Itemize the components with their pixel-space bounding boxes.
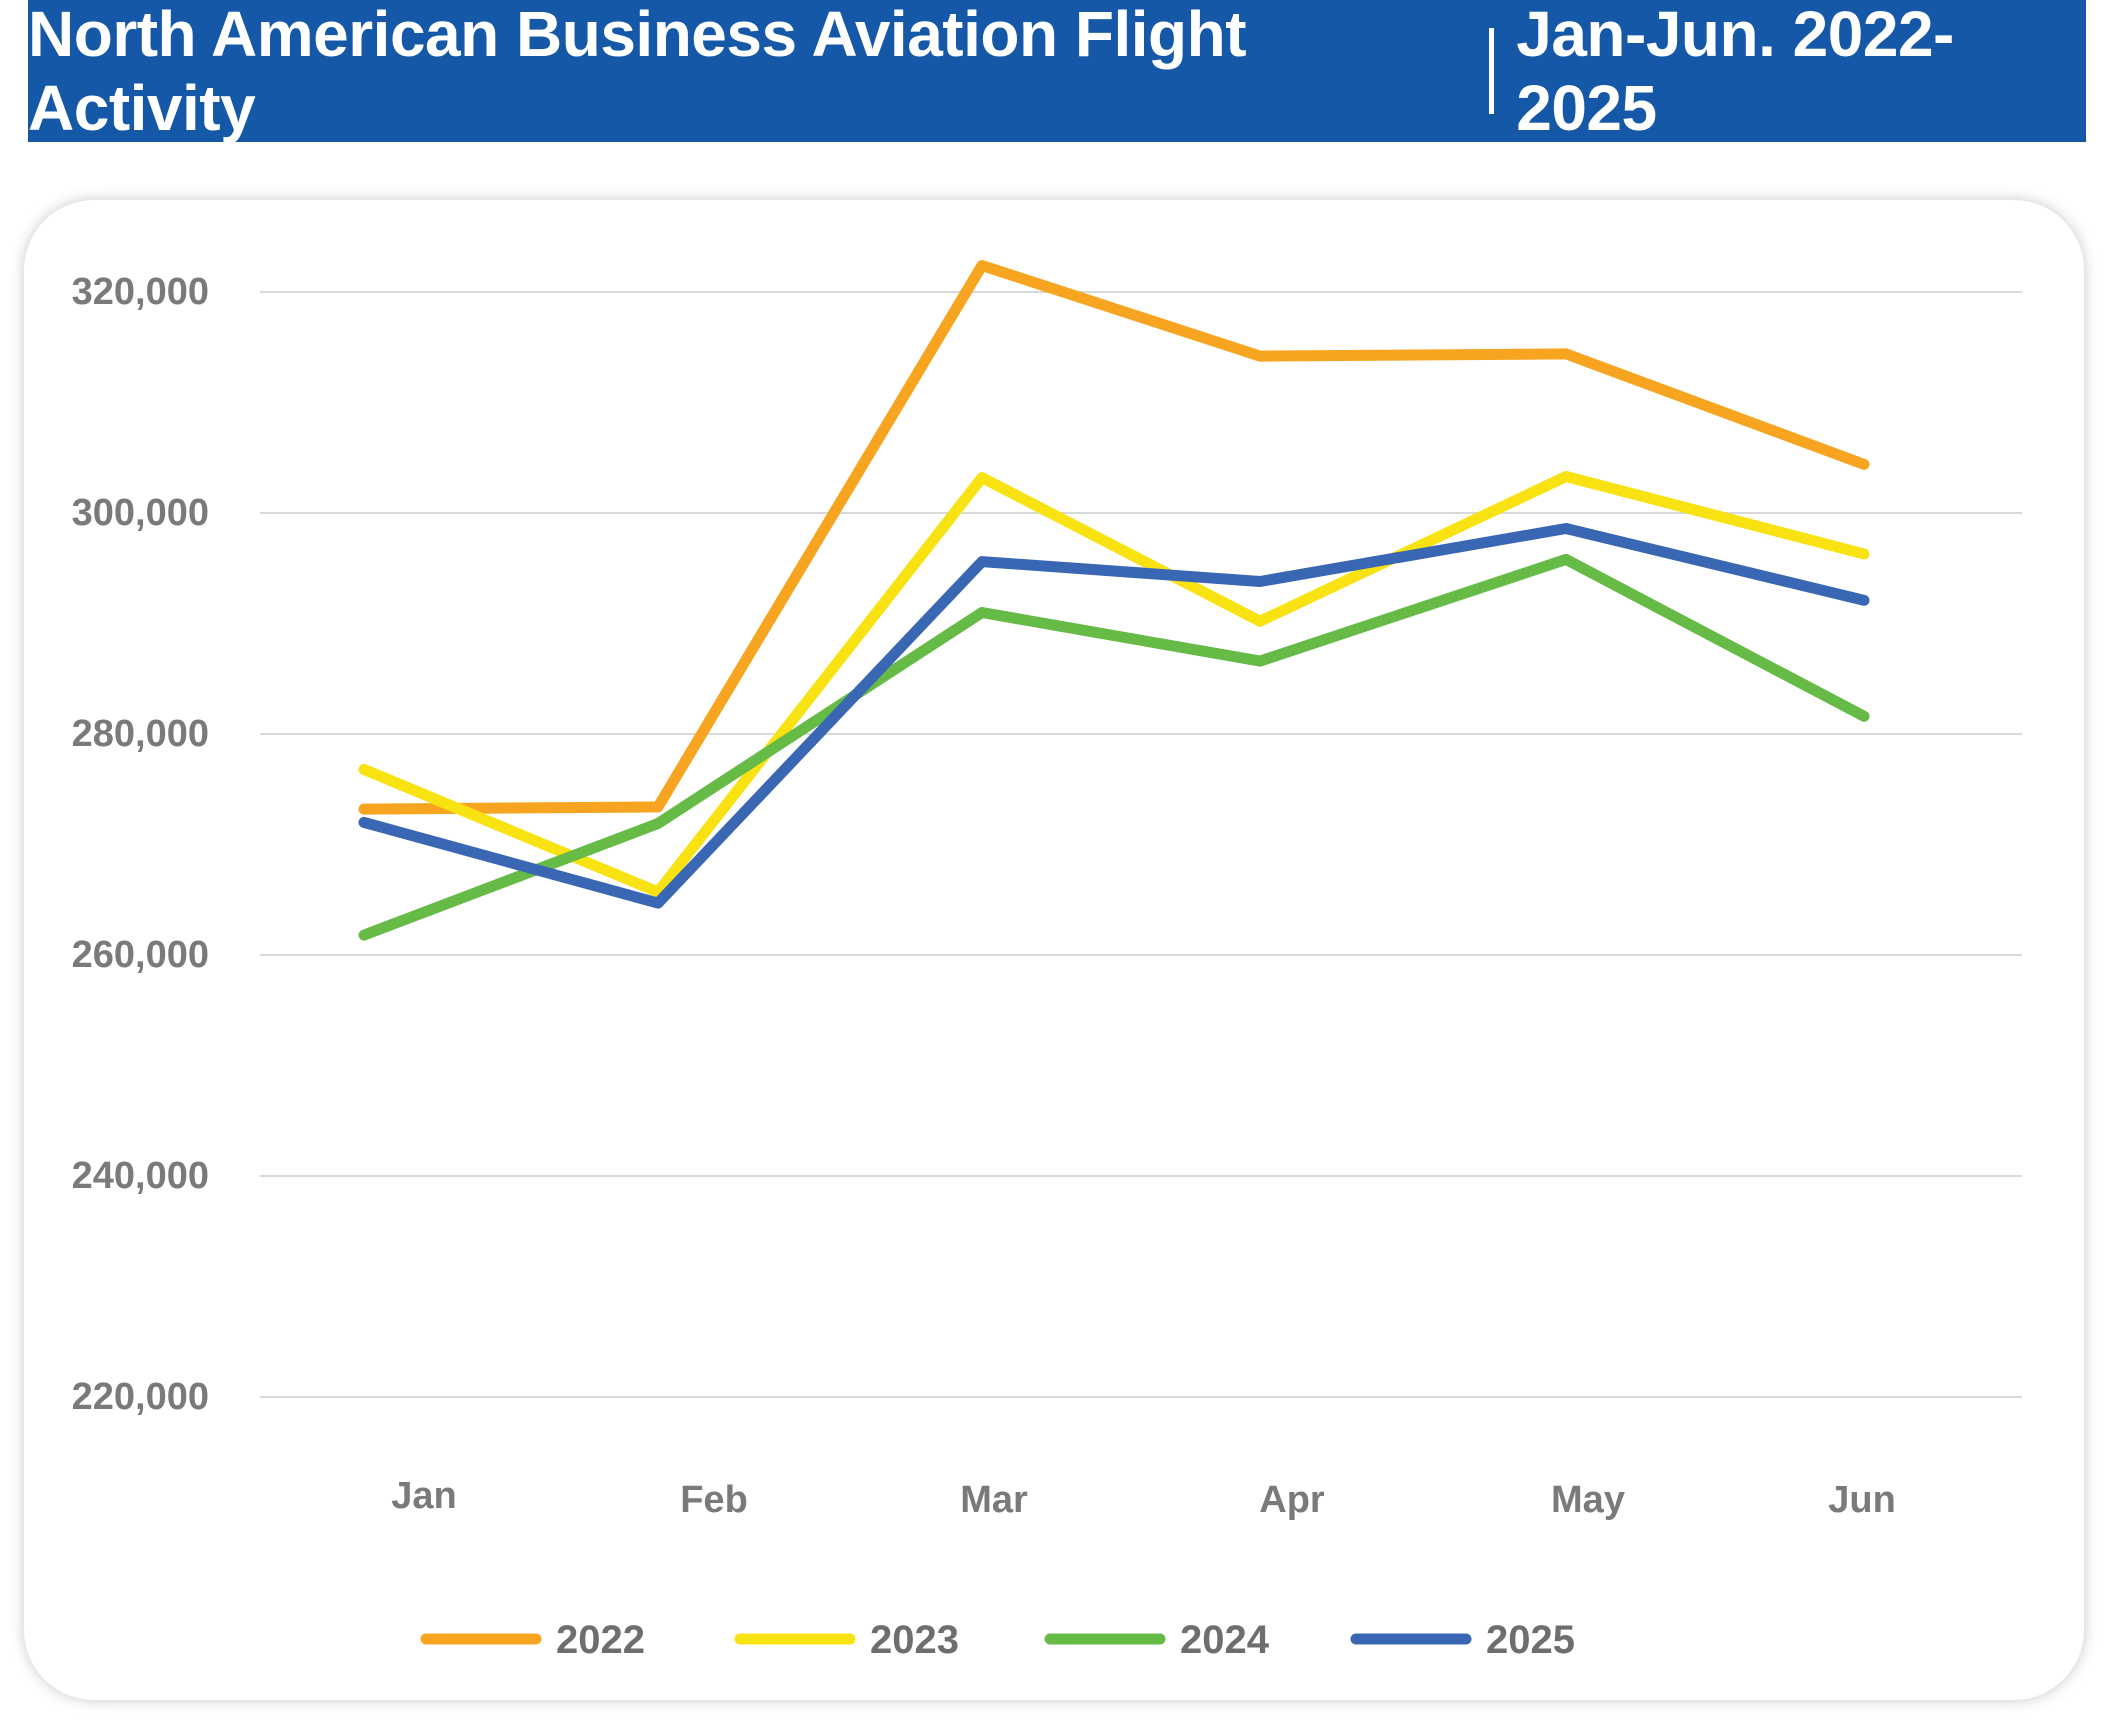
- y-tick-label: 260,000: [72, 934, 209, 976]
- x-tick-label: Apr: [1259, 1479, 1325, 1521]
- chart-date-range: Jan-Jun. 2022-2025: [1516, 0, 1954, 144]
- y-axis-labels: 220,000 240,000 260,000 280,000 300,000 320,0…: [72, 271, 209, 1418]
- x-tick-label: Jun: [1828, 1479, 1896, 1521]
- y-tick-label: 280,000: [72, 713, 209, 755]
- x-tick-label: Mar: [960, 1479, 1028, 1521]
- series-line-2024: [358, 553, 1870, 941]
- legend-label: 2022: [556, 1618, 645, 1662]
- series-line-2025: [358, 523, 1870, 909]
- chart-title-banner: North American Business Aviation Flight …: [28, 0, 2086, 144]
- x-axis-labels: Jan Feb Mar Apr May Jun: [391, 1475, 1896, 1521]
- legend: 2022 2023 2024 2025: [420, 1618, 1575, 1662]
- chart-title: North American Business Aviation Flight …: [28, 0, 1247, 144]
- legend-label: 2023: [870, 1618, 959, 1662]
- gridlines: [260, 291, 2022, 1398]
- series-line-2023: [358, 471, 1870, 898]
- legend-label: 2024: [1180, 1618, 1270, 1662]
- x-tick-label: Feb: [680, 1479, 748, 1521]
- series-line-2022: [358, 260, 1870, 815]
- line-chart: 220,000 240,000 260,000 280,000 300,000 320,0…: [72, 260, 2022, 1662]
- y-tick-label: 300,000: [72, 492, 209, 534]
- title-divider: [1489, 28, 1495, 114]
- series-lines: [358, 260, 1870, 941]
- x-tick-label: May: [1551, 1479, 1625, 1521]
- chart-card: 220,000 240,000 260,000 280,000 300,000 320,0…: [24, 200, 2084, 1700]
- x-tick-label: Jan: [391, 1475, 456, 1517]
- legend-label: 2025: [1486, 1618, 1575, 1662]
- y-tick-label: 320,000: [72, 271, 209, 313]
- y-tick-label: 240,000: [72, 1155, 209, 1197]
- y-tick-label: 220,000: [72, 1376, 209, 1418]
